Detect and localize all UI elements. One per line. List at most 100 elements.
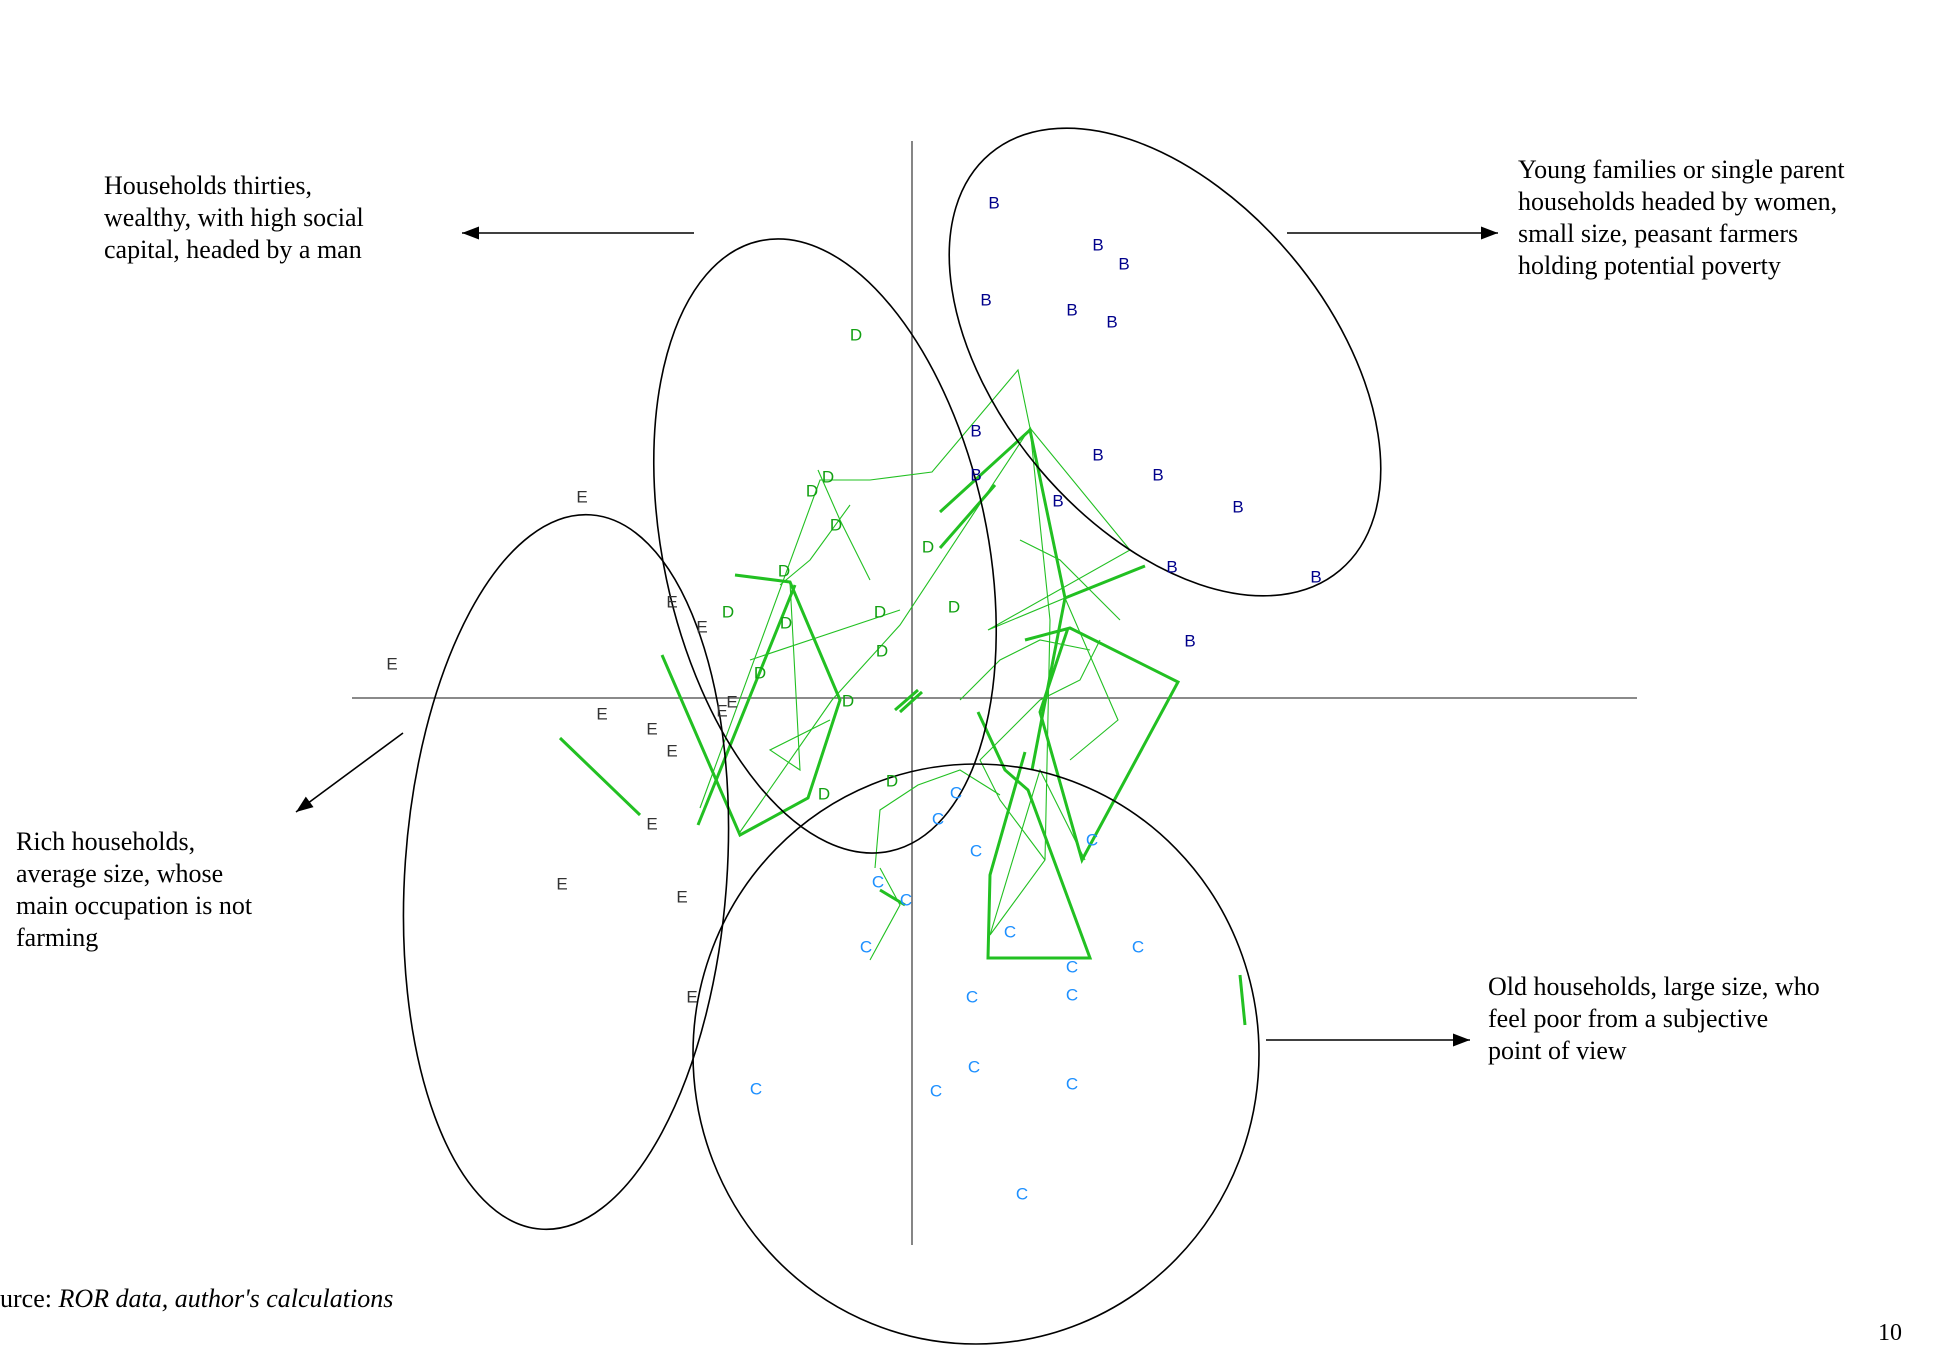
data-point-c: C — [900, 890, 912, 909]
data-point-b: B — [1052, 491, 1063, 510]
annotation-cluster-d: Households thirties, wealthy, with high … — [104, 170, 364, 266]
data-point-e: E — [646, 719, 657, 738]
data-point-d: D — [722, 602, 734, 621]
data-point-b: B — [1106, 312, 1117, 331]
data-point-c: C — [1016, 1184, 1028, 1203]
data-point-d: D — [886, 771, 898, 790]
network-link — [976, 711, 1093, 960]
arrowhead — [296, 796, 314, 812]
annotation-line: Rich households, — [16, 827, 196, 856]
data-point-c: C — [930, 1081, 942, 1100]
data-point-c: C — [968, 1057, 980, 1076]
data-point-c: C — [1066, 985, 1078, 1004]
data-point-b: B — [1092, 445, 1103, 464]
annotation-line: Young families or single parent — [1518, 155, 1845, 184]
network-link — [894, 688, 919, 712]
data-point-b: B — [1184, 631, 1195, 650]
network-link — [979, 639, 1101, 861]
data-point-c: C — [1132, 937, 1144, 956]
annotation-cluster-c: Old households, large size, who feel poo… — [1488, 971, 1820, 1075]
network-link — [779, 504, 851, 586]
data-point-c: C — [970, 841, 982, 860]
network-link — [749, 609, 901, 661]
annotation-line: households headed by women, — [1518, 187, 1838, 216]
data-point-d: D — [830, 515, 842, 534]
cluster-ellipse — [652, 238, 998, 854]
annotation-line: Old households, large size, who — [1488, 972, 1820, 1001]
data-point-b: B — [1118, 254, 1129, 273]
data-point-b: B — [1310, 567, 1321, 586]
network-link — [1064, 564, 1146, 600]
annotation-line: point of view — [1488, 1036, 1627, 1065]
data-point-e: E — [726, 692, 737, 711]
network-link — [817, 469, 871, 581]
annotation-cluster-e: Rich households, average size, whose mai… — [16, 826, 252, 954]
network-link — [869, 867, 901, 961]
data-point-c: C — [1066, 1074, 1078, 1093]
network-link — [959, 639, 1091, 701]
annotation-line: holding potential poverty — [1518, 251, 1781, 280]
arrowhead — [1453, 1033, 1470, 1047]
annotation-line: small size, peasant farmers — [1518, 219, 1799, 248]
cluster-ellipse — [402, 513, 730, 1231]
data-point-e: E — [596, 704, 607, 723]
data-point-c: C — [950, 783, 962, 802]
data-point-d: D — [778, 561, 790, 580]
data-point-b: B — [1166, 557, 1177, 576]
network-link — [874, 769, 1001, 869]
data-point-c: C — [932, 809, 944, 828]
annotation-line: capital, headed by a man — [104, 235, 362, 264]
data-point-b: B — [1092, 235, 1103, 254]
data-point-e: E — [386, 654, 397, 673]
data-point-d: D — [842, 691, 854, 710]
data-point-b: B — [980, 290, 991, 309]
arrow-line — [295, 732, 404, 813]
source-text: ROR data, author's calculations — [58, 1284, 394, 1313]
cluster-ellipse — [948, 127, 1382, 597]
annotation-line: feel poor from a subjective — [1488, 1004, 1769, 1033]
data-point-e: E — [716, 701, 727, 720]
network-link — [739, 426, 1086, 936]
data-point-c: C — [1004, 922, 1016, 941]
network-link — [660, 573, 842, 838]
network-link — [1238, 974, 1247, 1026]
annotation-line: wealthy, with high social — [104, 203, 364, 232]
data-point-d: D — [754, 663, 766, 682]
network-link — [696, 584, 797, 826]
data-point-b: B — [1232, 497, 1243, 516]
data-point-d: D — [818, 784, 830, 803]
network-link — [1019, 539, 1121, 621]
cluster-ellipse — [692, 763, 1260, 1345]
data-point-d: D — [822, 467, 834, 486]
data-point-b: B — [988, 193, 999, 212]
data-point-c: C — [966, 987, 978, 1006]
annotation-line: Households thirties, — [104, 171, 312, 200]
network-link — [768, 581, 831, 772]
data-point-b: B — [970, 421, 981, 440]
data-point-e: E — [676, 887, 687, 906]
data-point-e: E — [556, 874, 567, 893]
annotation-cluster-b: Young families or single parent househol… — [1518, 154, 1845, 282]
data-point-b: B — [1066, 300, 1077, 319]
data-point-c: C — [1066, 957, 1078, 976]
data-point-d: D — [922, 537, 934, 556]
arrowhead — [1481, 226, 1498, 240]
network-link — [699, 368, 1131, 809]
data-point-d: D — [876, 641, 888, 660]
data-point-e: E — [576, 487, 587, 506]
data-point-d: D — [850, 325, 862, 344]
data-point-b: B — [1152, 465, 1163, 484]
arrowhead — [462, 226, 479, 240]
data-point-c: C — [860, 937, 872, 956]
data-point-e: E — [666, 741, 677, 760]
annotation-line: main occupation is not — [16, 891, 253, 920]
data-point-d: D — [874, 602, 886, 621]
network-link — [879, 888, 906, 907]
data-point-c: C — [750, 1079, 762, 1098]
network-link — [898, 690, 924, 714]
data-point-e: E — [696, 617, 707, 636]
data-point-e: E — [686, 987, 697, 1006]
data-point-e: E — [666, 592, 677, 611]
